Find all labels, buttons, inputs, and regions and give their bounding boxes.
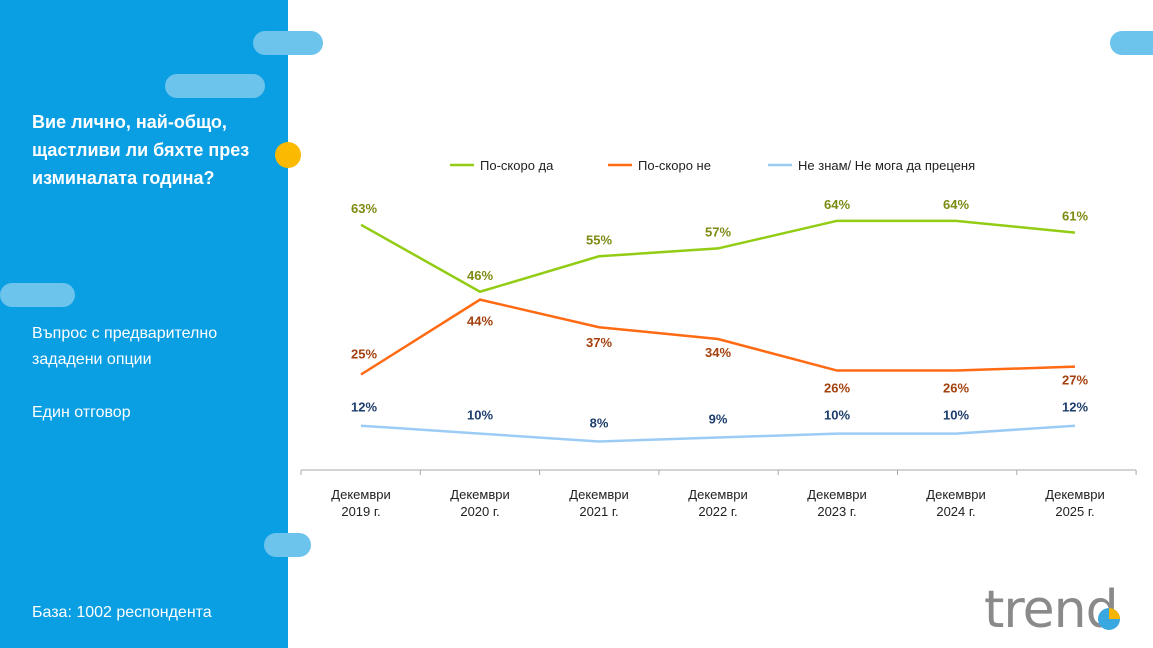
- data-label: 46%: [467, 268, 493, 283]
- data-label: 26%: [824, 381, 850, 396]
- decor-pill: [165, 74, 265, 98]
- x-tick-label: Декември: [688, 487, 747, 502]
- x-tick-label: 2019 г.: [341, 504, 380, 519]
- data-label: 55%: [586, 232, 612, 247]
- data-label: 44%: [467, 314, 493, 329]
- x-tick-label: 2021 г.: [579, 504, 618, 519]
- x-tick-label: 2020 г.: [460, 504, 499, 519]
- series-line: [360, 219, 1076, 294]
- legend-label: Не знам/ Не мога да преценя: [798, 158, 975, 173]
- data-label: 37%: [586, 335, 612, 350]
- data-label: 10%: [943, 408, 969, 423]
- x-tick-label: Декември: [331, 487, 390, 502]
- data-label: 61%: [1062, 209, 1088, 224]
- question-title: Вие лично, най-общо, щастливи ли бяхте п…: [32, 112, 250, 188]
- legend-label: По-скоро не: [638, 158, 711, 173]
- data-label: 63%: [351, 201, 377, 216]
- x-tick-label: Декември: [569, 487, 628, 502]
- decor-pill: [1110, 31, 1153, 55]
- data-label: 57%: [705, 224, 731, 239]
- x-tick-label: Декември: [450, 487, 509, 502]
- data-label: 64%: [824, 197, 850, 212]
- pie-logo-icon: [1097, 608, 1120, 630]
- data-label: 12%: [351, 400, 377, 415]
- decor-pill: [264, 533, 311, 557]
- data-label: 26%: [943, 381, 969, 396]
- x-tick-label: Декември: [926, 487, 985, 502]
- x-tick-label: Декември: [807, 487, 866, 502]
- answer-type: Един отговор: [32, 404, 131, 421]
- decor-dot: [275, 142, 301, 168]
- x-tick-label: 2025 г.: [1055, 504, 1094, 519]
- data-label: 8%: [590, 415, 609, 430]
- legend-label: По-скоро да: [480, 158, 554, 173]
- data-label: 10%: [824, 408, 850, 423]
- data-label: 9%: [709, 412, 728, 427]
- series-line: [360, 298, 1076, 376]
- series-line: [360, 424, 1076, 443]
- data-label: 27%: [1062, 373, 1088, 388]
- x-tick-label: 2024 г.: [936, 504, 975, 519]
- decor-pill: [0, 283, 75, 307]
- data-label: 34%: [705, 345, 731, 360]
- x-tick-label: 2023 г.: [817, 504, 856, 519]
- data-label: 10%: [467, 408, 493, 423]
- base-note: База: 1002 респондента: [32, 604, 212, 621]
- sidebar: [0, 0, 288, 648]
- decor-pill: [253, 31, 323, 55]
- x-tick-label: 2022 г.: [698, 504, 737, 519]
- data-label: 64%: [943, 197, 969, 212]
- question-type: Въпрос с предварително зададени опции: [32, 325, 218, 368]
- data-label: 25%: [351, 347, 377, 362]
- data-label: 12%: [1062, 400, 1088, 415]
- trend-logo: trend: [984, 580, 1120, 640]
- x-tick-label: Декември: [1045, 487, 1104, 502]
